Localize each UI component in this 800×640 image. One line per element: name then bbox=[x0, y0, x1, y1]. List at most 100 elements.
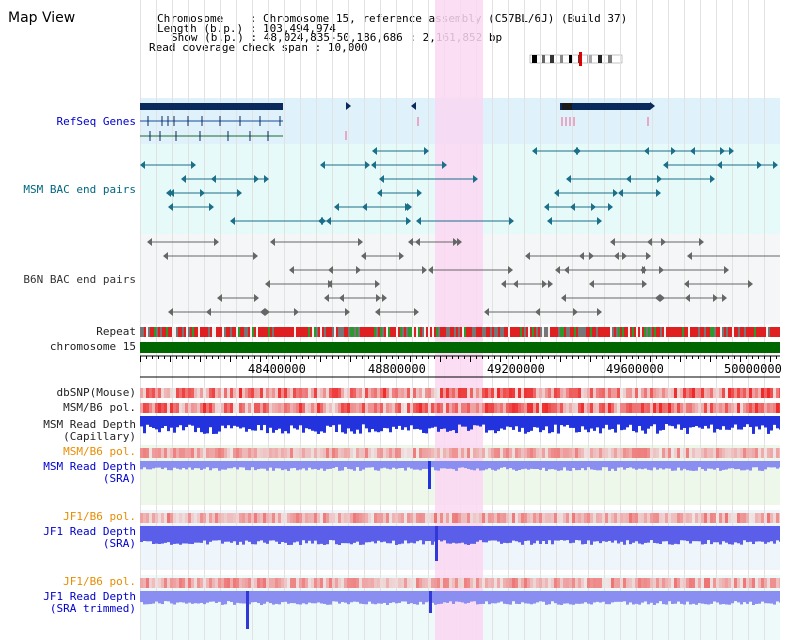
read-depth-bar bbox=[341, 416, 344, 433]
polymorphism-cell bbox=[626, 388, 629, 398]
bac-end-arrow bbox=[424, 147, 429, 155]
read-depth-bar bbox=[626, 526, 629, 541]
polymorphism-cell bbox=[278, 448, 281, 458]
repeat-element bbox=[272, 327, 274, 337]
polymorphism-cell bbox=[641, 513, 644, 523]
read-depth-bar bbox=[743, 416, 746, 427]
read-depth-bar bbox=[140, 591, 143, 603]
track-label-b6n-bac[interactable]: B6N BAC end pairs bbox=[23, 273, 136, 286]
read-depth-bar bbox=[305, 416, 308, 429]
read-depth-bar bbox=[632, 591, 635, 605]
polymorphism-cell bbox=[665, 388, 668, 398]
read-depth-bar bbox=[581, 461, 584, 469]
polymorphism-cell bbox=[284, 578, 287, 588]
read-depth-bar bbox=[371, 591, 374, 604]
polymorphism-cell bbox=[308, 578, 311, 588]
read-depth-bar bbox=[524, 461, 527, 469]
polymorphism-cell bbox=[713, 403, 716, 413]
repeat-element bbox=[660, 327, 662, 337]
read-depth-bar bbox=[407, 526, 410, 544]
polymorphism-cell bbox=[410, 448, 413, 458]
read-depth-bar bbox=[401, 416, 404, 430]
polymorphism-cell bbox=[143, 578, 146, 588]
read-depth-bar bbox=[617, 461, 620, 468]
read-depth-bar bbox=[146, 591, 149, 605]
polymorphism-cell bbox=[770, 448, 773, 458]
polymorphism-cell bbox=[146, 448, 149, 458]
read-depth-bar bbox=[539, 461, 542, 470]
read-depth-bar bbox=[359, 416, 362, 434]
polymorphism-cell bbox=[293, 388, 296, 398]
polymorphism-cell bbox=[635, 403, 638, 413]
polymorphism-cell bbox=[503, 578, 506, 588]
repeat-element bbox=[758, 327, 760, 337]
polymorphism-cell bbox=[515, 388, 518, 398]
polymorphism-cell bbox=[377, 513, 380, 523]
show-label: Show (b.p.) bbox=[171, 31, 244, 44]
polymorphism-cell bbox=[305, 578, 308, 588]
repeat-element bbox=[184, 327, 186, 337]
track-label-refseq[interactable]: RefSeq Genes bbox=[56, 115, 136, 128]
read-depth-bar bbox=[326, 461, 329, 470]
polymorphism-cell bbox=[539, 448, 542, 458]
track-label-msm-bac[interactable]: MSM BAC end pairs bbox=[23, 183, 136, 196]
read-depth-bar bbox=[413, 461, 416, 470]
track-canvas[interactable] bbox=[140, 0, 780, 640]
read-depth-bar bbox=[572, 416, 575, 428]
read-depth-bar bbox=[290, 416, 293, 426]
polymorphism-cell bbox=[164, 388, 167, 398]
polymorphism-cell bbox=[764, 578, 767, 588]
repeat-element bbox=[564, 327, 566, 337]
repeat-element bbox=[738, 327, 740, 337]
polymorphism-cell bbox=[386, 578, 389, 588]
polymorphism-cell bbox=[257, 513, 260, 523]
polymorphism-cell bbox=[656, 513, 659, 523]
read-depth-bar bbox=[641, 461, 644, 470]
polymorphism-cell bbox=[587, 388, 590, 398]
polymorphism-cell bbox=[263, 513, 266, 523]
read-depth-bar bbox=[614, 416, 617, 433]
polymorphism-cell bbox=[698, 403, 701, 413]
polymorphism-cell bbox=[647, 388, 650, 398]
polymorphism-cell bbox=[623, 403, 626, 413]
read-depth-bar bbox=[656, 591, 659, 604]
polymorphism-cell bbox=[557, 403, 560, 413]
read-depth-bar bbox=[491, 526, 494, 541]
read-depth-bar bbox=[407, 416, 410, 431]
repeat-element bbox=[162, 327, 164, 337]
polymorphism-cell bbox=[209, 388, 212, 398]
polymorphism-cell bbox=[476, 448, 479, 458]
polymorphism-cell bbox=[698, 578, 701, 588]
polymorphism-cell bbox=[224, 448, 227, 458]
read-depth-bar bbox=[281, 591, 284, 603]
polymorphism-cell bbox=[509, 388, 512, 398]
read-depth-bar bbox=[626, 416, 629, 428]
read-depth-bar bbox=[665, 461, 668, 469]
polymorphism-cell bbox=[287, 403, 290, 413]
repeat-element bbox=[266, 327, 268, 337]
polymorphism-cell bbox=[644, 388, 647, 398]
polymorphism-cell bbox=[692, 388, 695, 398]
read-depth-bar bbox=[605, 461, 608, 468]
repeat-element bbox=[550, 327, 552, 337]
polymorphism-cell bbox=[479, 578, 482, 588]
read-depth-bar bbox=[770, 526, 773, 542]
bac-end-arrow bbox=[566, 175, 571, 183]
repeat-element bbox=[534, 327, 536, 337]
read-depth-bar bbox=[713, 461, 716, 470]
chromosome-ideogram[interactable] bbox=[528, 52, 628, 66]
bac-end-arrow bbox=[579, 252, 584, 260]
read-depth-bar bbox=[353, 526, 356, 543]
read-depth-bar bbox=[227, 526, 230, 542]
read-depth-bar bbox=[629, 526, 632, 545]
repeat-element bbox=[568, 327, 570, 337]
read-depth-bar bbox=[317, 461, 320, 470]
polymorphism-cell bbox=[428, 513, 431, 523]
polymorphism-cell bbox=[641, 388, 644, 398]
polymorphism-cell bbox=[248, 513, 251, 523]
read-depth-bar bbox=[560, 416, 563, 426]
polymorphism-cell bbox=[158, 578, 161, 588]
bac-end-arrow bbox=[372, 147, 377, 155]
ruler-tick-label: 49200000 bbox=[487, 362, 545, 376]
read-depth-bar bbox=[287, 526, 290, 545]
